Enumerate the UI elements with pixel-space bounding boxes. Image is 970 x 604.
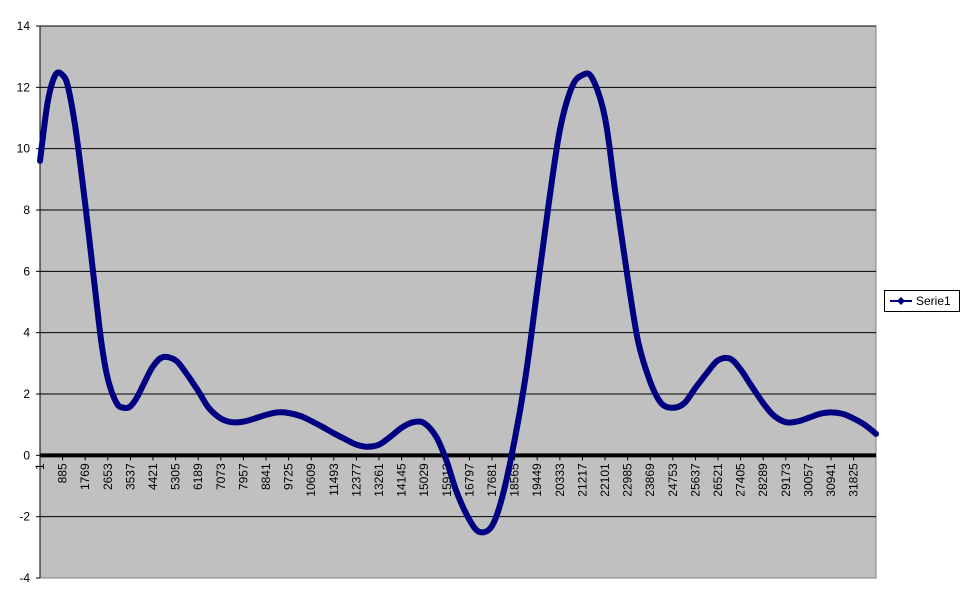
x-tick-label: 9725 <box>282 463 296 490</box>
legend-label: Serie1 <box>916 294 951 308</box>
x-tick-label: 10609 <box>304 463 318 497</box>
x-tick-label: 7073 <box>214 463 228 490</box>
x-tick-label: 30941 <box>824 463 838 497</box>
x-tick-label: 6189 <box>191 463 205 490</box>
y-tick-label: -4 <box>19 571 30 585</box>
series-line <box>37 69 879 536</box>
y-tick-label: 4 <box>23 326 30 340</box>
x-tick-label: 26521 <box>711 463 725 497</box>
x-tick-label: 17681 <box>485 463 499 497</box>
legend-swatch <box>890 297 912 305</box>
x-tick-label: 885 <box>56 463 70 483</box>
x-tick-label: 2653 <box>101 463 115 490</box>
x-tick-label: 21217 <box>575 463 589 497</box>
x-tick-label: 1769 <box>78 463 92 490</box>
x-axis: 1 885 1769 2653 3537 4421 5305 6189 7073 7957 8841… <box>33 455 861 497</box>
x-tick-label: 5305 <box>169 463 183 490</box>
x-tick-label: 25637 <box>688 463 702 497</box>
x-tick-label: 4421 <box>146 463 160 490</box>
y-tick-label: 8 <box>23 203 30 217</box>
legend: Serie1 <box>884 290 960 312</box>
gridlines <box>40 25 876 518</box>
x-tick-label: 30057 <box>801 463 815 497</box>
x-tick-label: 16797 <box>462 463 476 497</box>
x-tick-label: 23869 <box>643 463 657 497</box>
y-tick-label: -2 <box>19 510 30 524</box>
series-lines <box>37 69 879 536</box>
y-tick-label: 10 <box>17 142 31 156</box>
x-tick-label: 27405 <box>734 463 748 497</box>
y-tick-label: 2 <box>23 387 30 401</box>
x-tick-label: 24753 <box>666 463 680 497</box>
x-tick-label: 8841 <box>259 463 273 490</box>
y-tick-label: 14 <box>17 19 31 33</box>
x-tick-label: 19449 <box>530 463 544 497</box>
x-tick-label: 22985 <box>621 463 635 497</box>
y-tick-label: 12 <box>17 80 31 94</box>
y-axis: -4 -2 0 2 4 6 8 10 12 14 <box>17 19 41 585</box>
x-tick-label: 28289 <box>756 463 770 497</box>
x-tick-label: 11493 <box>327 463 341 496</box>
y-tick-label: 6 <box>23 264 30 278</box>
x-tick-label: 14145 <box>395 463 409 497</box>
x-tick-label: 31825 <box>847 463 861 497</box>
y-tick-label: 0 <box>23 448 30 462</box>
x-tick-label: 22101 <box>598 463 612 497</box>
x-tick-label: 3537 <box>123 463 137 490</box>
plot-area <box>39 25 877 579</box>
x-tick-label: 15029 <box>417 463 431 497</box>
x-tick-label: 29173 <box>779 463 793 497</box>
x-tick-label: 20333 <box>553 463 567 497</box>
x-tick-label: 12377 <box>349 463 363 497</box>
x-tick-label: 13261 <box>372 463 386 497</box>
x-tick-label: 1 <box>33 463 47 470</box>
x-tick-label: 7957 <box>236 463 250 490</box>
